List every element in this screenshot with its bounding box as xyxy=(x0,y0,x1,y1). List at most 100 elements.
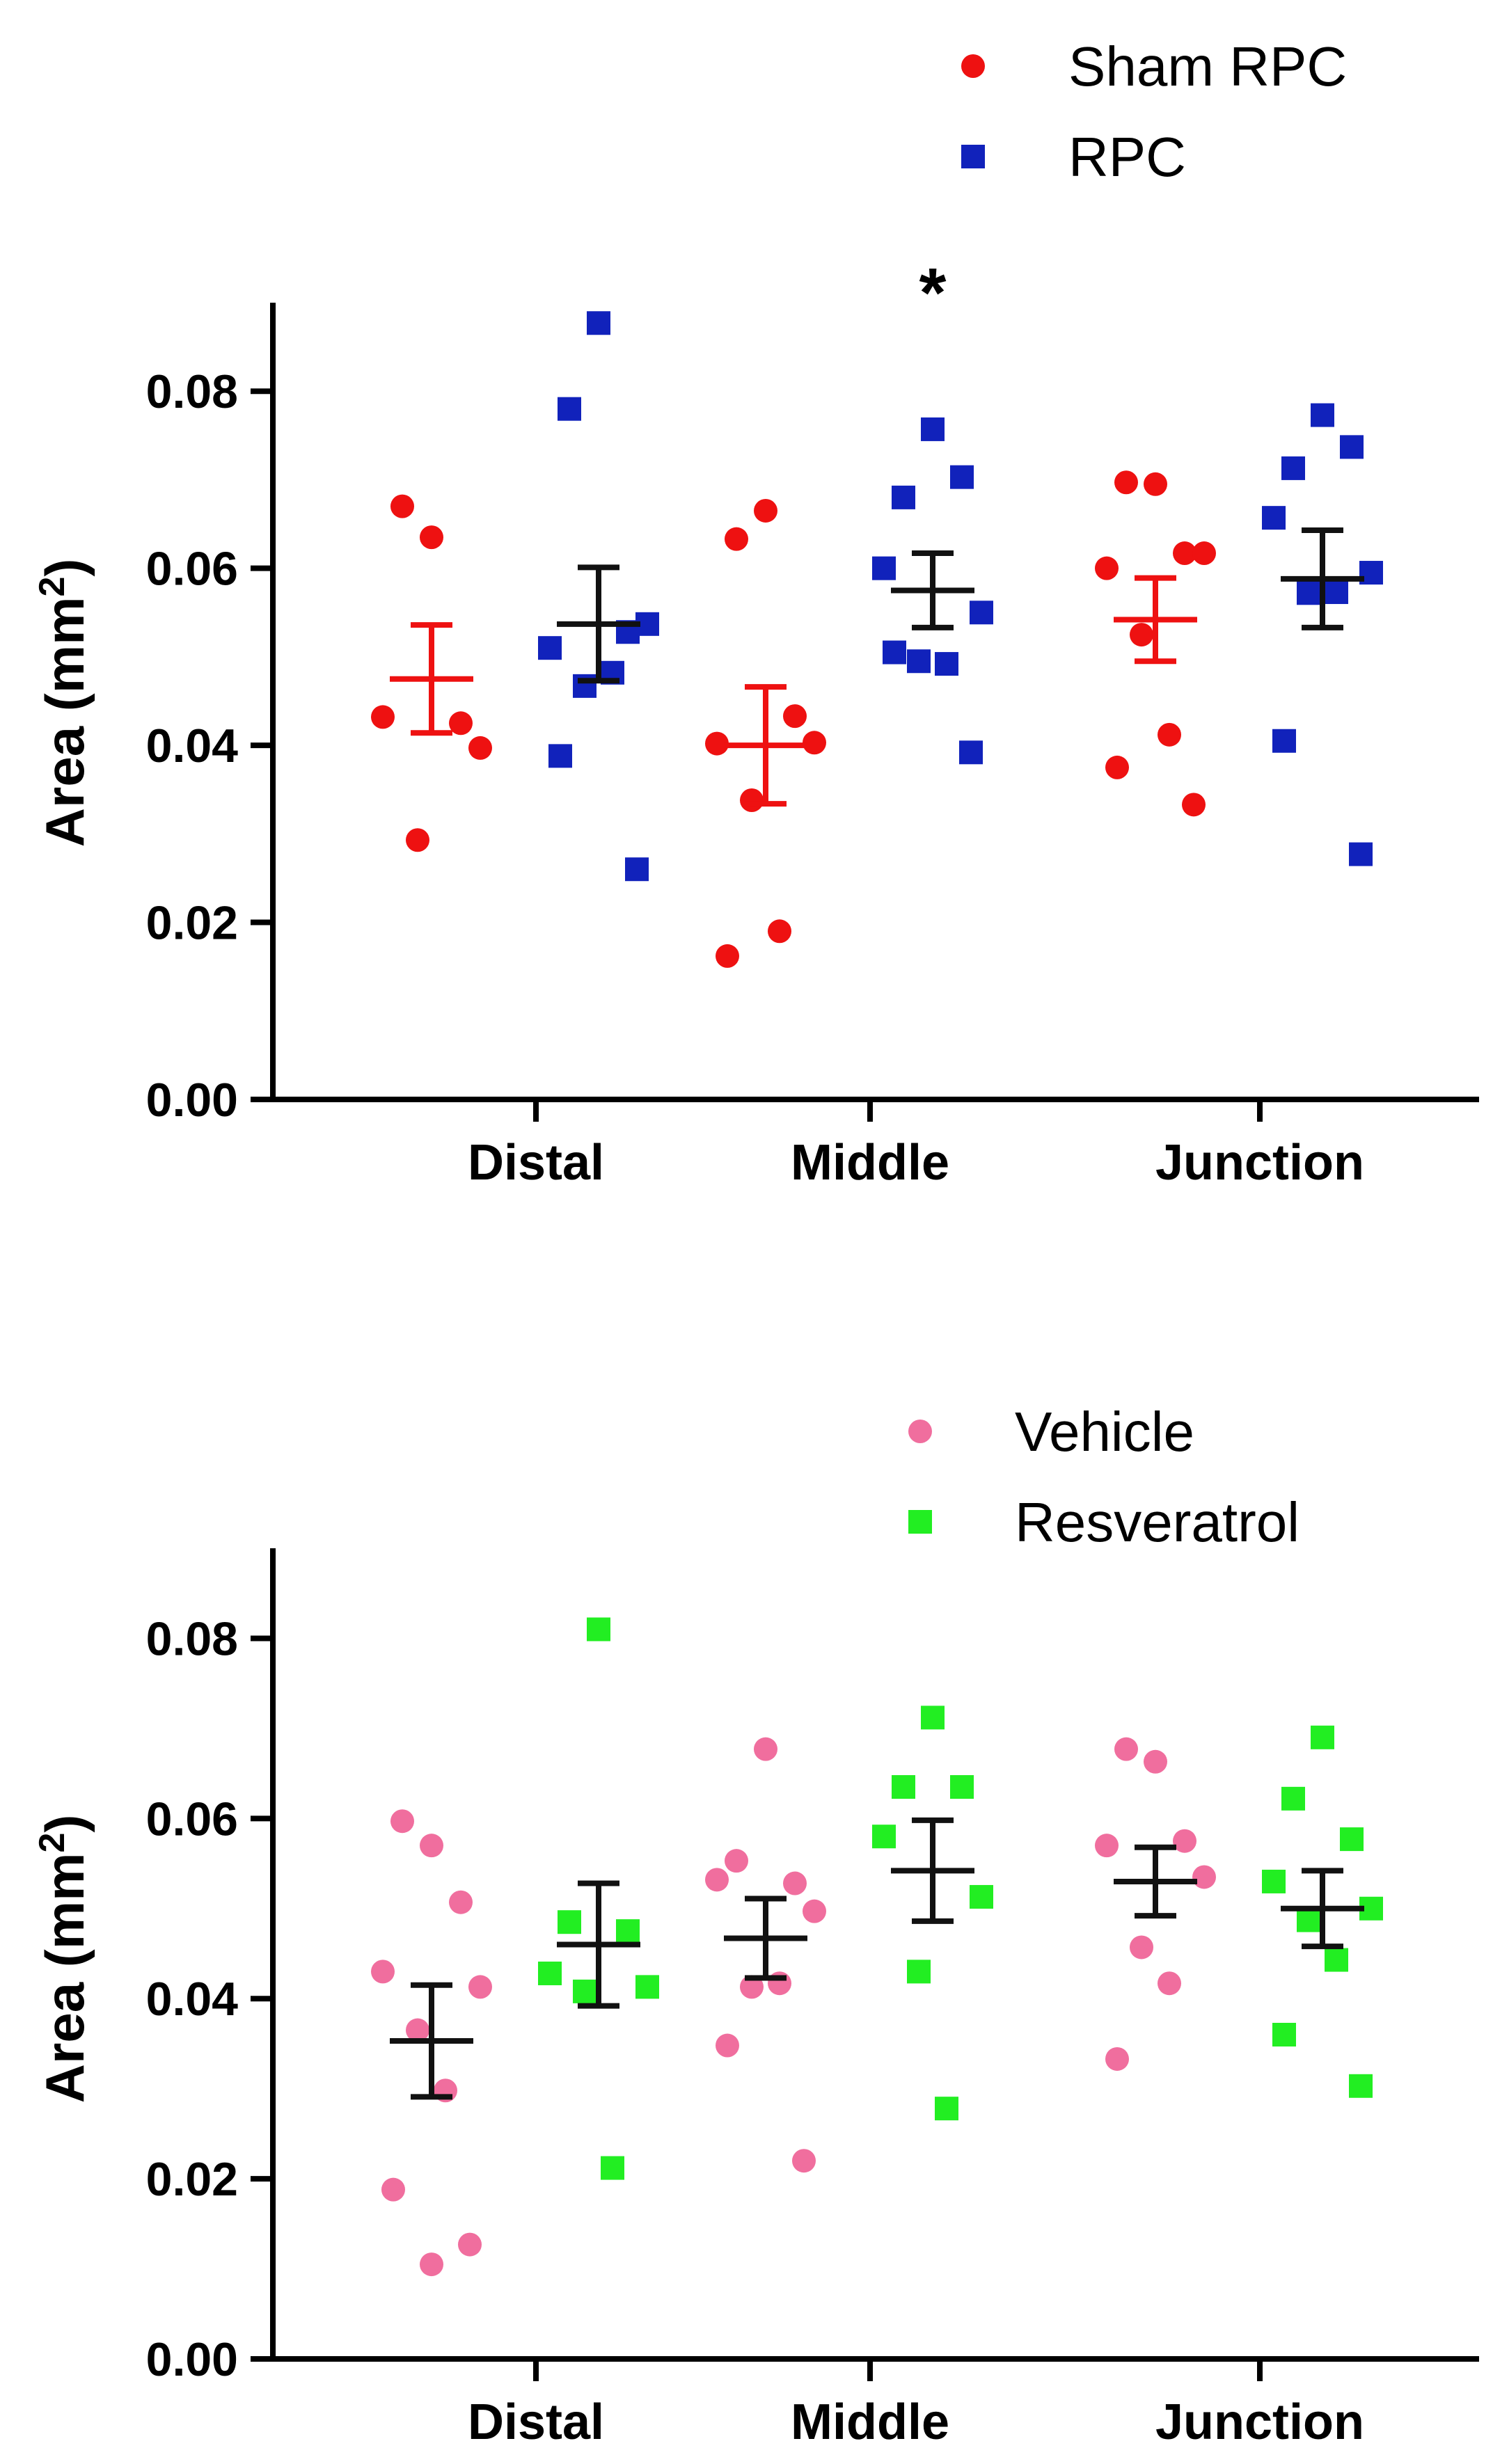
data-point xyxy=(371,705,395,729)
data-point xyxy=(573,1979,597,2003)
data-point xyxy=(1105,755,1129,779)
data-point xyxy=(1144,1749,1167,1774)
data-point xyxy=(883,640,906,665)
data-point xyxy=(1349,2074,1373,2098)
y-tick-label: 0.06 xyxy=(146,543,238,596)
data-point xyxy=(420,525,443,550)
data-point xyxy=(587,311,610,335)
data-point xyxy=(1095,556,1119,580)
data-point xyxy=(950,1775,974,1799)
y-tick-label: 0.00 xyxy=(146,2333,238,2386)
x-tick-label: Junction xyxy=(1155,1135,1364,1191)
data-point xyxy=(872,556,896,580)
data-point xyxy=(449,711,473,736)
data-point xyxy=(616,1919,640,1944)
data-point xyxy=(803,1899,826,1923)
data-point xyxy=(1158,722,1181,747)
legend-label: Vehicle xyxy=(1015,1401,1194,1463)
legend-marker xyxy=(908,1510,932,1534)
x-tick-label: Distal xyxy=(468,1135,604,1191)
data-point xyxy=(740,1975,764,1999)
data-point xyxy=(872,1825,896,1849)
y-tick-label: 0.08 xyxy=(146,365,238,418)
data-point xyxy=(1105,2046,1129,2071)
data-point xyxy=(573,674,597,698)
legend-marker xyxy=(961,145,985,168)
data-point xyxy=(558,397,581,421)
y-axis-title: Area (mm2) xyxy=(32,1815,95,2104)
y-tick-label: 0.02 xyxy=(146,2153,238,2206)
data-point xyxy=(1182,793,1206,817)
data-point xyxy=(705,731,729,756)
data-point xyxy=(892,485,915,509)
data-point xyxy=(716,944,739,968)
data-point xyxy=(1297,581,1320,605)
data-point xyxy=(406,2018,429,2042)
data-point xyxy=(1192,541,1216,566)
series-resveratrol xyxy=(538,1617,1383,2180)
data-point xyxy=(381,2177,405,2202)
data-point xyxy=(921,1706,945,1730)
data-point xyxy=(1262,1869,1286,1893)
data-point xyxy=(1272,729,1296,753)
series-vehicle xyxy=(371,1737,1216,2277)
data-point xyxy=(1311,1725,1334,1749)
y-axis-title: Area (mm2) xyxy=(32,559,95,848)
data-point xyxy=(950,465,974,489)
data-point xyxy=(970,1884,993,1909)
data-point xyxy=(1325,580,1348,605)
y-tick-label: 0.08 xyxy=(146,1612,238,1665)
x-tick-label: Junction xyxy=(1155,2394,1364,2450)
y-tick-label: 0.00 xyxy=(146,1074,238,1127)
data-point xyxy=(783,704,807,729)
data-point xyxy=(468,1975,492,1999)
data-point xyxy=(558,1910,581,1934)
y-tick-label: 0.02 xyxy=(146,897,238,950)
data-point xyxy=(1192,1865,1216,1889)
x-tick-label: Distal xyxy=(468,2394,604,2450)
data-point xyxy=(1130,623,1153,647)
data-point xyxy=(935,652,958,676)
y-tick-label: 0.04 xyxy=(146,720,239,772)
data-point xyxy=(1173,541,1196,566)
data-point xyxy=(768,919,791,944)
data-point xyxy=(371,1960,395,1984)
data-point xyxy=(754,1737,777,1761)
data-point xyxy=(1095,1834,1119,1858)
data-point xyxy=(1281,456,1305,480)
data-point xyxy=(892,1775,915,1799)
data-point xyxy=(803,731,826,755)
data-point xyxy=(420,1834,443,1858)
chart-panel-2: 0.00 0.02 0.04 0.06 0.08 Distal Middle Junction… xyxy=(32,1401,1479,2450)
x-tick-label: Middle xyxy=(791,1135,949,1191)
data-point xyxy=(1340,1827,1364,1852)
data-point xyxy=(1272,2023,1296,2046)
data-point xyxy=(1114,1737,1138,1761)
data-point xyxy=(1349,842,1373,866)
data-point xyxy=(1311,403,1334,427)
legend-label: Resveratrol xyxy=(1015,1491,1300,1553)
data-point xyxy=(935,2097,958,2121)
data-point xyxy=(1173,1829,1196,1853)
data-point xyxy=(601,2156,624,2180)
data-point xyxy=(1297,1908,1320,1932)
data-point xyxy=(768,1971,791,1996)
series-sham-rpc xyxy=(371,470,1216,968)
data-point xyxy=(449,1890,473,1914)
data-point xyxy=(390,494,414,518)
legend-marker xyxy=(961,54,985,78)
significance-marker: * xyxy=(919,254,947,332)
y-tick-label: 0.06 xyxy=(146,1793,238,1845)
data-point xyxy=(538,1961,562,1985)
data-point xyxy=(587,1617,610,1642)
data-point xyxy=(406,828,429,852)
legend-marker xyxy=(908,1420,932,1443)
data-point xyxy=(705,1868,729,1892)
data-point xyxy=(1144,472,1167,496)
data-point xyxy=(635,1975,659,1999)
data-point xyxy=(1281,1786,1305,1811)
data-point xyxy=(538,636,562,660)
data-point xyxy=(725,1849,748,1873)
